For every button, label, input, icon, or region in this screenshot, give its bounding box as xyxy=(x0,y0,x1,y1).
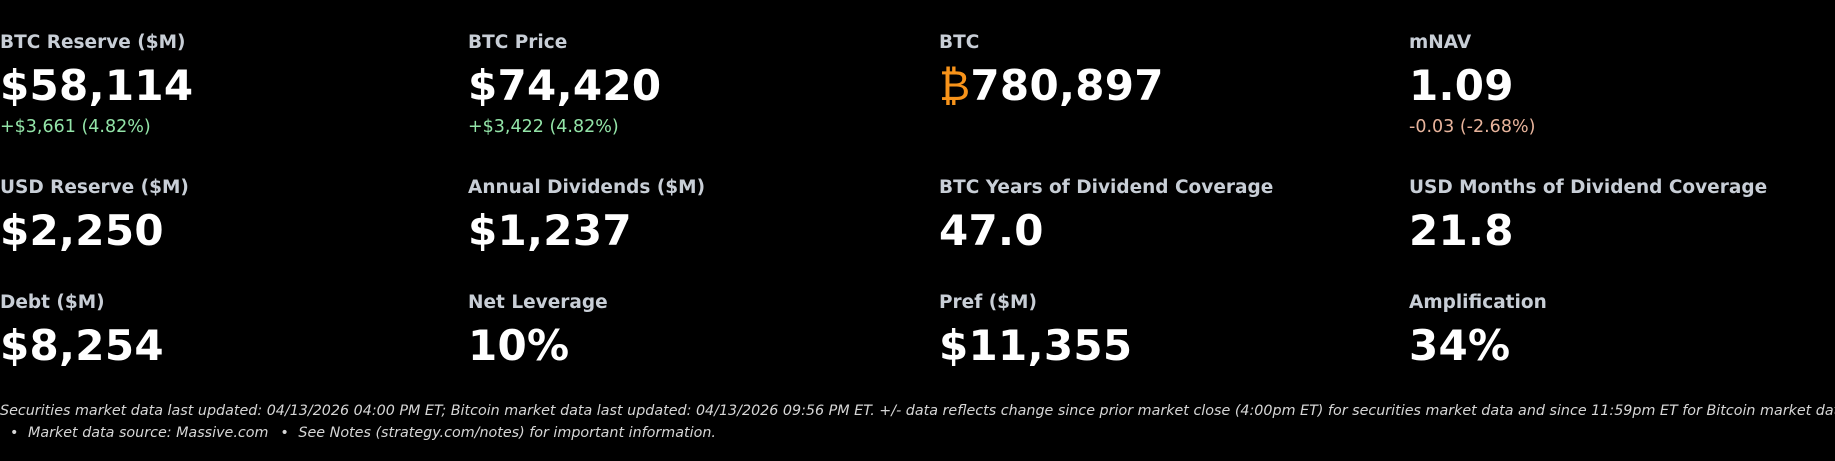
metric-label: BTC Years of Dividend Coverage xyxy=(939,177,1274,198)
metric-number: 34% xyxy=(1409,321,1511,370)
metric-value: 21.8 xyxy=(1409,205,1767,257)
metric-number: 10% xyxy=(468,321,570,370)
metric: BTC Price $74,420 +$3,422 (4.82%) xyxy=(468,32,661,138)
metric-change: +$3,422 (4.82%) xyxy=(468,117,619,137)
metric-number: 21.8 xyxy=(1409,206,1514,255)
metric-label: Net Leverage xyxy=(468,292,608,313)
metric-label: BTC Price xyxy=(468,32,568,53)
footer-bullet: Market data source: Massive.com xyxy=(0,422,268,444)
metric: Amplification 34% xyxy=(1409,292,1547,372)
metric-number: 780,897 xyxy=(970,61,1164,110)
footer-note: Securities market data last updated: 04/… xyxy=(0,403,1835,419)
metric-value: $58,114 xyxy=(0,60,193,112)
metric: Net Leverage 10% xyxy=(468,292,608,372)
metric-number: $58,114 xyxy=(0,61,194,110)
metric-label: Pref ($M) xyxy=(939,292,1037,313)
metric: BTC Reserve ($M) $58,114 +$3,661 (4.82%) xyxy=(0,32,193,138)
metric-value: $1,237 xyxy=(468,205,705,257)
metric-label: USD Months of Dividend Coverage xyxy=(1409,177,1768,198)
metric-number: $11,355 xyxy=(939,321,1133,370)
metric-label: Debt ($M) xyxy=(0,292,105,313)
metric-value: 34% xyxy=(1409,320,1547,372)
metric-change: +$3,661 (4.82%) xyxy=(0,117,151,137)
metric-label: BTC xyxy=(939,32,980,53)
metric-label: USD Reserve ($M) xyxy=(0,177,189,198)
metric-number: $74,420 xyxy=(468,61,662,110)
metric-value: $11,355 xyxy=(939,320,1132,372)
metric-label: BTC Reserve ($M) xyxy=(0,32,186,53)
metric-number: $2,250 xyxy=(0,206,164,255)
metric: BTC ₿780,897 xyxy=(939,32,1164,112)
footer-bullet: See Notes (strategy.com/notes) for impor… xyxy=(270,422,716,444)
metric-number: 1.09 xyxy=(1409,61,1514,110)
metric-value: $2,250 xyxy=(0,205,189,257)
currency-symbol: ₿ xyxy=(939,61,971,110)
metric-value: 1.09 xyxy=(1409,60,1535,112)
footer-bullets: Market data source: Massive.comSee Notes… xyxy=(0,422,1835,444)
metric-value: $8,254 xyxy=(0,320,164,372)
metric-value: 10% xyxy=(468,320,608,372)
metric: Pref ($M) $11,355 xyxy=(939,292,1132,372)
metric-number: $1,237 xyxy=(468,206,632,255)
metric-label: mNAV xyxy=(1409,32,1472,53)
metric-value: $74,420 xyxy=(468,60,661,112)
metric: USD Reserve ($M) $2,250 xyxy=(0,177,189,257)
metric-label: Amplification xyxy=(1409,292,1547,313)
metric-value: ₿780,897 xyxy=(939,60,1164,112)
metric: Debt ($M) $8,254 xyxy=(0,292,164,372)
metric-change: -0.03 (-2.68%) xyxy=(1409,117,1536,137)
metric: BTC Years of Dividend Coverage 47.0 xyxy=(939,177,1273,257)
metric: Annual Dividends ($M) $1,237 xyxy=(468,177,705,257)
metric-number: 47.0 xyxy=(939,206,1044,255)
metric: USD Months of Dividend Coverage 21.8 xyxy=(1409,177,1767,257)
footer: Securities market data last updated: 04/… xyxy=(0,400,1835,444)
metric-label: Annual Dividends ($M) xyxy=(468,177,706,198)
metric-number: $8,254 xyxy=(0,321,164,370)
metric-value: 47.0 xyxy=(939,205,1273,257)
metric: mNAV 1.09 -0.03 (-2.68%) xyxy=(1409,32,1535,138)
